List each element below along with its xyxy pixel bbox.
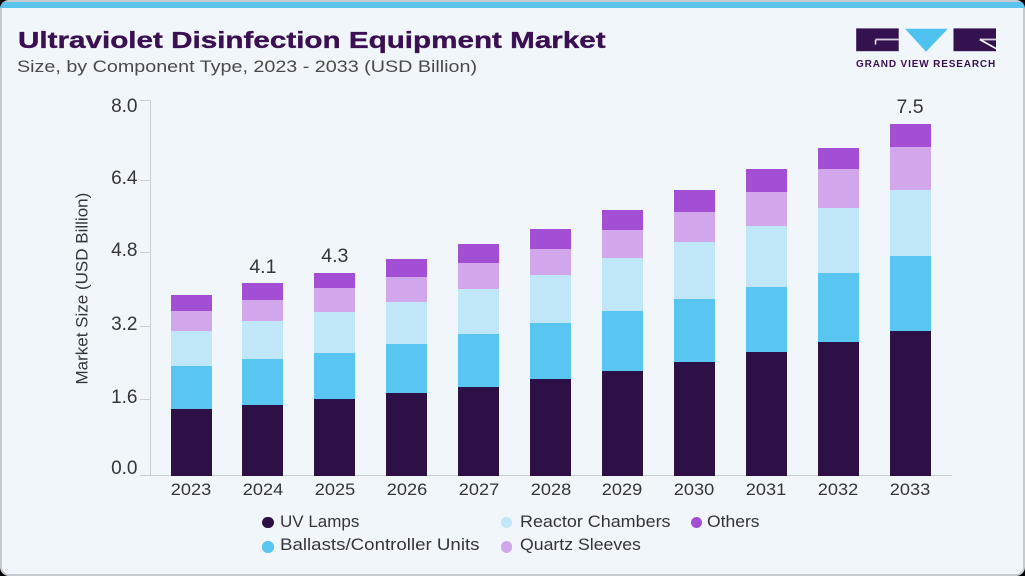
svg-text:GRAND VIEW RESEARCH: GRAND VIEW RESEARCH <box>856 59 996 70</box>
